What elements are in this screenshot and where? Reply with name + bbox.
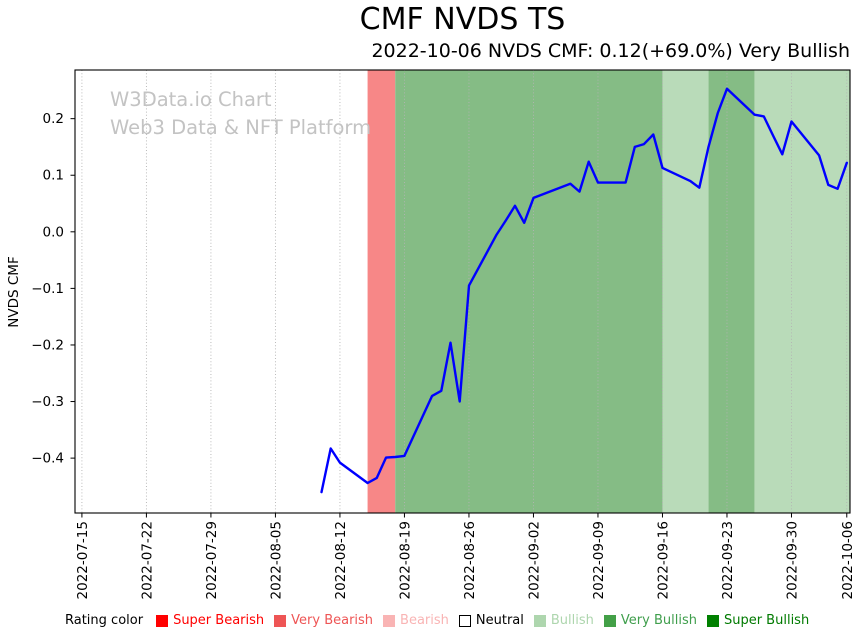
legend-swatch-icon [274,614,287,627]
legend-item-label: Bearish [400,613,449,628]
y-tick-label: −0.3 [31,394,64,410]
legend-item-neutral: Neutral [458,613,524,628]
rating-legend: Rating color Super Bearish Very Bearish Be… [65,613,819,628]
chart-subtitle: 2022-10-06 NVDS CMF: 0.12(+69.0%) Very B… [371,40,850,62]
legend-item-label: Bullish [550,613,594,628]
y-tick-label: 0.2 [43,111,64,127]
axes-spines [74,69,851,514]
legend-swatch-icon [458,614,471,627]
x-tick-label: 2022-07-29 [204,521,220,599]
rating-band-bullish [662,70,709,513]
x-tick-label: 2022-07-15 [75,521,91,599]
chart-title: CMF NVDS TS [359,2,566,37]
x-tick-label: 2022-08-05 [268,521,284,599]
x-tick-label: 2022-09-09 [591,521,607,599]
legend-item-label: Very Bearish [291,613,374,628]
legend-item-very-bearish: Very Bearish [274,613,373,628]
watermark: W3Data.io Chart Web3 Data & NFT Platform [110,86,371,142]
legend-item-bullish: Bullish [533,613,594,628]
x-tick-label: 2022-08-26 [462,521,478,599]
legend-swatch-icon [603,614,616,627]
rating-band-very-bullish [395,70,663,513]
y-tick-label: 0.0 [43,224,64,240]
x-tick-label: 2022-09-02 [526,521,542,599]
legend-item-bearish: Bearish [383,613,449,628]
legend-item-super-bullish: Super Bullish [706,613,810,628]
watermark-line-2: Web3 Data & NFT Platform [110,116,372,139]
legend-swatch-icon [156,614,169,627]
legend-item-super-bearish: Super Bearish [156,613,264,628]
y-tick-label: 0.1 [43,168,64,184]
x-tick-label: 2022-08-19 [397,521,413,599]
legend-swatch-icon [706,614,719,627]
legend-item-label: Super Bullish [723,613,810,628]
legend-items: Super Bearish Very Bearish Bearish Neutral B… [156,613,819,628]
rating-band-bullish [754,70,850,513]
legend-swatch-icon [533,614,546,627]
x-tick-label: 2022-09-16 [655,521,671,599]
y-tick-label: −0.1 [31,281,64,297]
x-tick-label: 2022-09-30 [784,521,800,599]
legend-item-very-bullish: Very Bullish [603,613,697,628]
x-tick-label: 2022-09-23 [720,521,736,599]
y-axis-label: NVDS CMF [6,256,22,328]
x-tick-label: 2022-07-22 [139,521,155,599]
legend-item-label: Neutral [475,613,524,628]
cmf-line-nvds-cmf [320,87,848,494]
x-tick-label: 2022-08-12 [333,521,349,599]
x-tick-label: 2022-10-06 [840,521,856,599]
legend-swatch-icon [383,614,396,627]
legend-item-label: Very Bullish [620,613,697,628]
rating-band-very-bearish [367,70,396,513]
legend-title: Rating color [65,613,144,628]
rating-band-very-bullish [708,70,755,513]
legend-item-label: Super Bearish [173,613,265,628]
y-tick-label: −0.4 [31,451,64,467]
y-tick-label: −0.2 [31,337,64,353]
watermark-line-1: W3Data.io Chart [110,88,272,111]
